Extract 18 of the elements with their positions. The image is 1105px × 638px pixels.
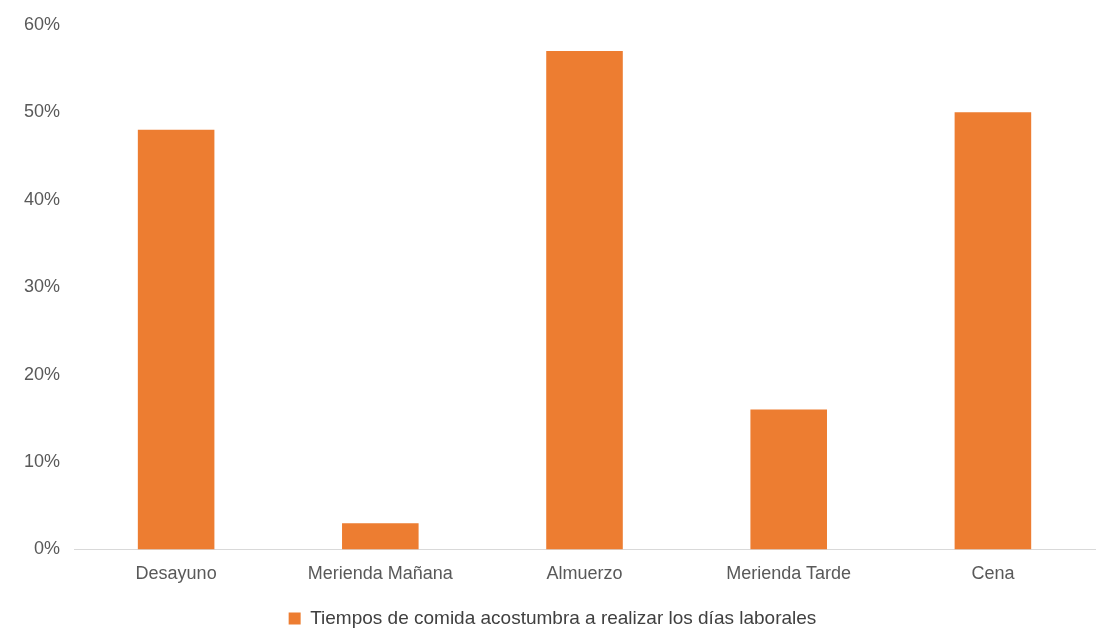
y-tick-label: 30% bbox=[24, 276, 61, 297]
y-tick-label: 20% bbox=[24, 363, 61, 384]
x-tick-label: Merienda Mañana bbox=[307, 563, 454, 584]
bar bbox=[342, 523, 419, 550]
bar bbox=[137, 129, 215, 550]
bar bbox=[954, 112, 1032, 550]
y-tick-label: 10% bbox=[24, 450, 61, 471]
y-tick-label: 40% bbox=[24, 188, 61, 209]
y-tick-label: 0% bbox=[34, 538, 61, 559]
x-tick-label: Cena bbox=[971, 563, 1016, 584]
legend-label: Tiempos de comida acostumbra a realizar los días laborales bbox=[310, 606, 817, 628]
x-tick-label: Merienda Tarde bbox=[726, 563, 852, 584]
bar bbox=[546, 51, 623, 550]
y-tick-label: 60% bbox=[24, 13, 61, 34]
y-tick-label: 50% bbox=[24, 101, 61, 122]
x-tick-label: Almuerzo bbox=[546, 563, 623, 584]
x-tick-label: Desayuno bbox=[135, 563, 217, 584]
bar bbox=[750, 409, 827, 550]
